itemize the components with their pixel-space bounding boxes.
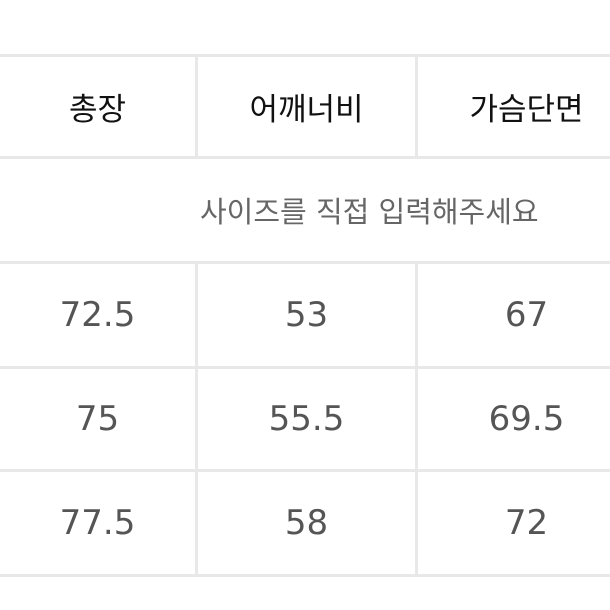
size-input-note: 사이즈를 직접 입력해주세요 bbox=[200, 195, 539, 229]
header-total-length: 총장 bbox=[68, 92, 127, 128]
column-divider bbox=[415, 54, 418, 159]
header-chest-width: 가슴단면 bbox=[469, 92, 584, 128]
table-cell: 53 bbox=[284, 295, 329, 335]
row-divider bbox=[0, 366, 610, 369]
table-cell: 67 bbox=[504, 295, 549, 335]
column-divider bbox=[195, 54, 198, 159]
column-divider bbox=[415, 261, 418, 577]
table-cell: 75 bbox=[75, 399, 120, 439]
table-cell: 72 bbox=[504, 503, 549, 543]
row-divider bbox=[0, 469, 610, 472]
header-shoulder-width: 어깨너비 bbox=[249, 92, 364, 128]
table-cell: 77.5 bbox=[59, 503, 136, 543]
column-divider bbox=[195, 261, 198, 577]
row-divider bbox=[0, 261, 610, 264]
table-cell: 58 bbox=[284, 503, 329, 543]
row-divider bbox=[0, 156, 610, 159]
row-divider bbox=[0, 574, 610, 577]
row-divider bbox=[0, 54, 610, 57]
table-cell: 55.5 bbox=[268, 399, 345, 439]
table-cell: 72.5 bbox=[59, 295, 136, 335]
table-cell: 69.5 bbox=[488, 399, 565, 439]
